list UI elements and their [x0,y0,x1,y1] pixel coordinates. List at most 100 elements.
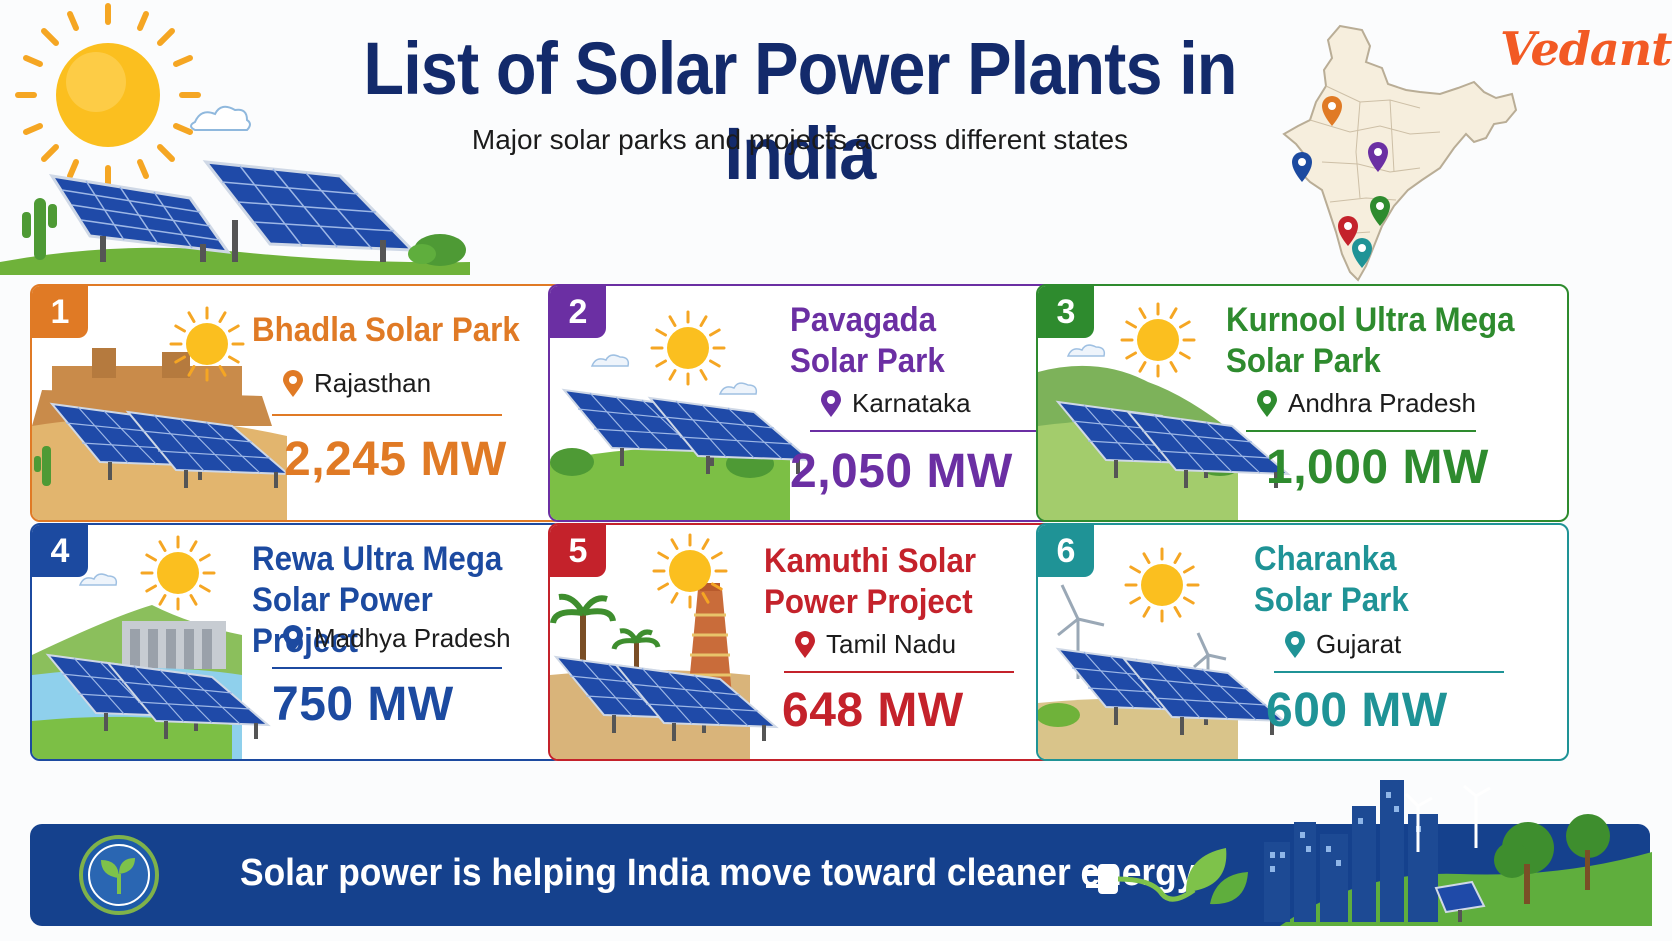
solar-panel-icon [125,410,291,488]
plant-name: Pavagada Solar Park [790,300,945,382]
location-pin-icon [1368,142,1388,172]
plant-name-line: Power Project [764,583,973,621]
card-illustration [1038,547,1287,759]
plant-card: 2 Pavagada Solar Park Karnataka 2,050 MW [548,284,1081,522]
solar-panel-icon [48,173,232,262]
plant-state: Rajasthan [314,368,432,398]
sun-icon [650,310,726,386]
plant-location: Gujarat [1284,629,1401,660]
plant-name-line: Solar Park [1254,581,1409,619]
plant-name-line: Rewa Ultra Mega [252,540,503,578]
plant-location: Karnataka [820,388,971,419]
plant-card: 6 Charanka Solar Park Gujarat 600 MW [1036,523,1569,761]
india-map-icon [1282,24,1518,282]
card-illustration [1038,302,1291,520]
plant-card: 5 Kamuthi Solar Power Project Tamil Nadu … [548,523,1081,761]
cactus-icon [22,198,57,260]
divider [272,414,502,416]
plant-location: Rajasthan [282,368,431,399]
solar-panel-icon [105,661,271,739]
solar-panel-icon [1125,410,1291,488]
location-pin-icon [283,369,303,397]
sun-icon [652,533,728,609]
plant-state: Andhra Pradesh [1288,388,1476,418]
sun-icon [140,535,216,611]
rank-badge: 1 [32,286,88,338]
plug-icon [1086,848,1248,905]
location-pin-icon [1292,152,1312,182]
plant-name-line: Charanka [1254,540,1397,578]
card-illustration [32,535,271,759]
sun-icon [1124,547,1200,623]
header-sun-panels-illustration [0,3,470,275]
temple-icon [688,583,732,695]
sun-icon [15,3,201,187]
plant-capacity: 1,000 MW [1266,441,1489,494]
plant-name-line: Solar Power Project [252,581,433,660]
plant-state: Gujarat [1316,629,1402,659]
plant-capacity: 750 MW [272,678,454,731]
location-pin-icon [1285,630,1305,658]
city-skyline-icon [1240,780,1652,926]
plant-capacity: 648 MW [782,684,964,737]
location-pin-icon [1322,96,1342,126]
plant-name-line: Kamuthi Solar [764,542,977,580]
card-illustration [550,533,779,759]
cactus-icon [34,446,51,486]
location-pin-icon [1352,238,1372,268]
footer-message: Solar power is helping India move toward… [240,852,1204,894]
plant-name-line: Bhadla Solar Park [252,311,520,349]
rank-badge: 3 [1038,286,1094,338]
card-illustration [550,310,810,520]
solar-panel-icon [1434,880,1486,922]
rank-badge: 5 [550,525,606,577]
plant-capacity: 600 MW [1266,684,1448,737]
leaf-icon [79,835,159,915]
plant-name-line: Solar Park [1226,342,1381,380]
divider [784,671,1014,673]
divider [1246,430,1476,432]
plant-name-line: Pavagada [790,301,937,339]
plant-state: Karnataka [852,388,971,418]
plant-capacity: 2,245 MW [284,433,507,486]
plant-location: Tamil Nadu [794,629,956,660]
location-pin-icon [795,630,815,658]
location-pin-icon [1338,216,1358,246]
plant-name: Bhadla Solar Park [252,310,520,351]
plant-card: 1 Bhadla Solar Park Rajasthan 2,245 MW [30,284,563,522]
plant-name: Kurnool Ultra Mega Solar Park [1226,300,1514,382]
plant-name: Charanka Solar Park [1254,539,1409,621]
wind-turbine-icon [1404,784,1491,852]
card-illustration [32,306,291,520]
plant-location: Andhra Pradesh [1256,388,1476,419]
solar-panel-icon [613,663,779,741]
rank-badge: 6 [1038,525,1094,577]
palm-tree-icon [550,593,661,683]
plant-capacity: 2,050 MW [790,445,1013,498]
rank-badge: 2 [550,286,606,338]
plant-location: Madhya Pradesh [282,623,511,654]
page-subtitle: Major solar parks and projects across di… [471,124,1129,155]
brand-logo: Vedantu [1500,22,1672,76]
sun-icon [1120,302,1196,378]
divider [810,430,1040,432]
plant-name: Kamuthi Solar Power Project [764,541,976,623]
location-pin-icon [821,389,841,417]
plant-state: Madhya Pradesh [314,623,511,653]
sun-icon [169,306,245,382]
rank-badge: 4 [32,525,88,577]
plant-name-line: Kurnool Ultra Mega [1226,301,1515,339]
plant-name-line: Solar Park [790,342,945,380]
page-title: List of Solar Power Plants in India [363,27,1237,195]
location-pin-icon [1370,196,1390,226]
divider [272,667,502,669]
plant-card: 3 Kurnool Ultra Mega Solar Park Andhra Pr… [1036,284,1569,522]
plant-card: 4 Rewa Ultra Mega Solar Power Project Mad… [30,523,563,761]
location-pin-icon [283,624,303,652]
plant-state: Tamil Nadu [826,629,957,659]
solar-panel-icon [1121,657,1287,735]
divider [1274,671,1504,673]
plant-name: Rewa Ultra Mega Solar Power Project [252,539,536,662]
location-pin-icon [1257,389,1277,417]
solar-panel-icon [647,396,810,474]
